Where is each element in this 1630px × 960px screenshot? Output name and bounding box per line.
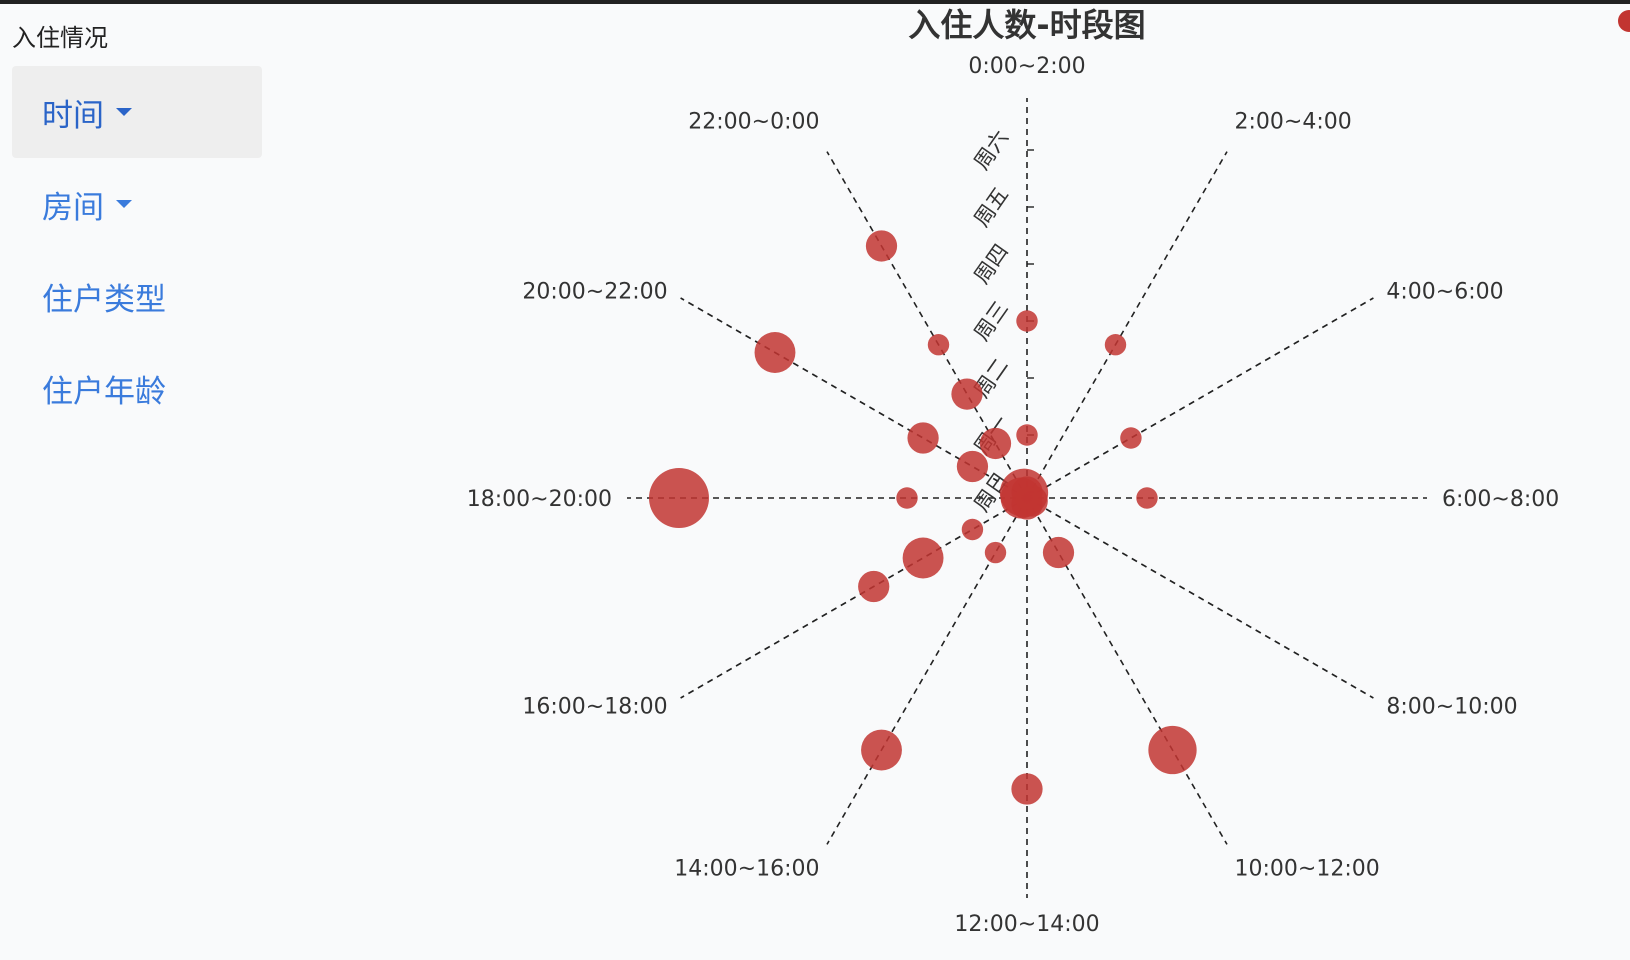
data-point[interactable] [1104,334,1127,356]
chart-title: 入住人数-时段图 [908,6,1145,44]
data-point[interactable] [999,468,1049,517]
data-point[interactable] [907,422,939,454]
angle-axis-label: 4:00~6:00 [1386,280,1503,305]
sidebar-item-label: 时间 [42,97,104,134]
data-point[interactable] [1120,427,1142,449]
window-top-border [0,0,1630,4]
sidebar-item-label: 房间 [42,189,104,226]
sidebar-item-label: 住户年龄 [42,373,166,410]
angle-axis-label: 16:00~18:00 [522,695,667,720]
polar-scatter-chart: 入住人数-时段图 0:00~2:00 2:00~4:00 4:00~6:00 6:00… [467,6,1559,937]
angle-axis-label: 22:00~0:00 [688,110,819,135]
angle-axis-line [1026,297,1374,499]
angle-axis-label: 18:00~20:00 [467,487,612,512]
data-point[interactable] [961,518,984,541]
sidebar-item-label: 住户类型 [42,281,166,318]
angle-axis-label: 10:00~12:00 [1235,856,1380,881]
data-point[interactable] [861,729,902,771]
caret-down-icon [116,108,132,116]
data-point[interactable] [927,334,950,356]
data-point[interactable] [951,378,983,410]
angle-axis-label: 0:00~2:00 [968,54,1085,79]
sidebar-title: 入住情况 [12,24,108,52]
data-point[interactable] [1011,773,1043,805]
data-point[interactable] [1042,536,1075,569]
data-point[interactable] [1136,487,1158,509]
data-point[interactable] [1016,424,1038,446]
sidebar-item-time[interactable]: 时间 [12,66,262,158]
angle-axis-label: 2:00~4:00 [1235,110,1352,135]
data-point[interactable] [979,427,1012,460]
data-point[interactable] [1148,725,1197,775]
angle-axis-label: 12:00~14:00 [954,912,1099,937]
data-point[interactable] [902,537,944,579]
corner-marker [1618,10,1630,32]
radius-axis-label: 周五 [969,183,1013,231]
angle-axis-line [1026,497,1374,699]
data-point[interactable] [896,487,918,509]
data-point[interactable] [984,541,1007,564]
radius-axis-label: 周三 [969,297,1013,345]
sidebar-item-resident-type[interactable]: 住户类型 [12,250,262,342]
angle-axis-label: 8:00~10:00 [1386,695,1517,720]
angle-axis-label: 14:00~16:00 [674,856,819,881]
angle-axis-line [1026,151,1228,499]
data-point[interactable] [858,570,890,603]
radius-axis-label: 周四 [969,240,1013,288]
data-point[interactable] [754,332,796,373]
sidebar-menu: 时间 房间 住户类型 住户年龄 [12,66,262,434]
sidebar: 入住情况 时间 房间 住户类型 住户年龄 [0,4,270,960]
angle-axis-label: 6:00~8:00 [1442,487,1559,512]
data-point[interactable] [956,450,989,483]
data-point[interactable] [1016,310,1038,332]
sidebar-item-room[interactable]: 房间 [12,158,262,250]
data-point[interactable] [865,230,898,262]
data-point[interactable] [649,468,709,528]
angle-axis-label: 20:00~22:00 [522,280,667,305]
radius-axis-label: 周六 [969,126,1013,174]
caret-down-icon [116,200,132,208]
sidebar-item-resident-age[interactable]: 住户年龄 [12,342,262,434]
